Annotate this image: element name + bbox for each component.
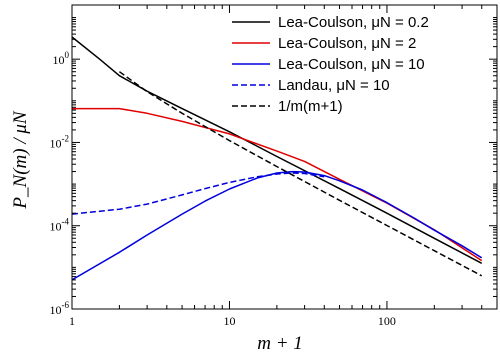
legend-label: Lea-Coulson, μN = 2 — [278, 35, 416, 52]
x-tick-label: 100 — [378, 314, 396, 328]
y-tick-label: 100 — [53, 50, 70, 67]
x-tick-label: 10 — [223, 314, 235, 328]
y-axis-title: P_N(m) / μN — [10, 110, 31, 209]
legend: Lea-Coulson, μN = 0.2 Lea-Coulson, μN = 2… — [232, 14, 429, 115]
y-tick-label: 10-4 — [50, 217, 70, 234]
y-tick-label: 10-6 — [50, 300, 70, 317]
plot-area — [72, 36, 483, 281]
x-tick-label: 1 — [69, 314, 75, 328]
legend-label: Lea-Coulson, μN = 0.2 — [278, 14, 429, 31]
series-line-5 — [118, 71, 483, 277]
x-axis-title: m + 1 — [257, 333, 303, 354]
series-line-2 — [72, 107, 483, 262]
legend-label: 1/m(m+1) — [278, 98, 343, 115]
series-line-3 — [72, 170, 483, 281]
plot-frame — [71, 4, 498, 310]
series-line-4 — [72, 172, 325, 215]
axes: 1 10 100 100 10-2 10-4 10-6 — [50, 4, 498, 328]
legend-label: Landau, μN = 10 — [278, 77, 390, 94]
series-line-1 — [72, 36, 483, 264]
legend-label: Lea-Coulson, μN = 10 — [278, 56, 425, 73]
y-tick-label: 10-2 — [50, 133, 70, 150]
